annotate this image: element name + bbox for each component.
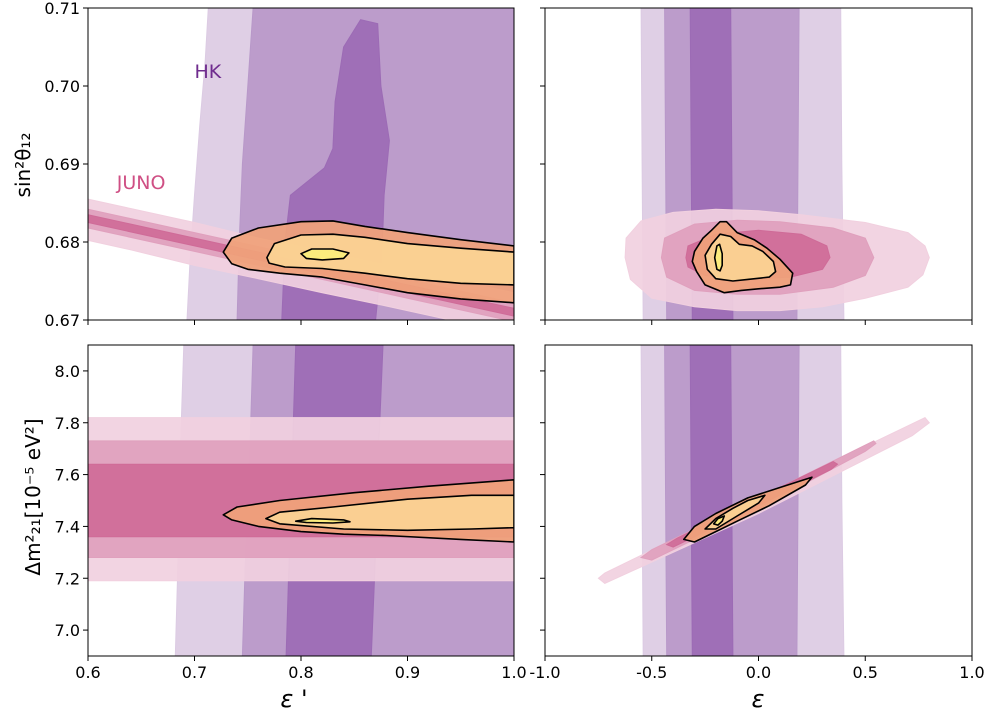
bottom-left-y-tick-label: 7.6 [55,466,80,485]
y-axis-label-sin2theta: sin²θ₁₂ [11,133,35,198]
bottom-right-plot-area [597,345,931,656]
bottom-right-combined-68-region [712,515,726,526]
bottom-left-x-tick-label: 0.6 [75,663,100,682]
top-left-plot-area [88,8,514,320]
panel-top-right [540,7,973,325]
top-left-annotation-juno: JUNO [116,172,166,194]
top-left-y-tick-label: 0.70 [44,77,80,96]
top-left-y-tick-label: 0.67 [44,311,80,330]
bottom-right-x-tick-label: 0.5 [853,663,878,682]
panel-top-left: 0.67 0.68 0.69 0.70 0.71 HK JUNO [44,0,515,330]
x-axis-label-epsilon-prime: ε ' [280,685,307,713]
bottom-left-y-tick-label: 7.4 [55,517,80,536]
top-left-y-tick-label: 0.71 [44,0,80,18]
bottom-left-combined-68-region [294,517,351,524]
bottom-left-x-tick-label: 0.9 [395,663,420,682]
top-left-combined-68-region [300,248,350,261]
bottom-left-y-tick-label: 8.0 [55,362,80,381]
bottom-right-x-tick-label: -1.0 [529,663,560,682]
top-right-plot-area [624,8,930,320]
bottom-right-x-tick-label: 1.0 [959,663,984,682]
bottom-right-x-tick-label: 0.0 [746,663,771,682]
bottom-left-y-tick-label: 7.0 [55,621,80,640]
x-axis-label-epsilon: ε [752,685,765,713]
bottom-right-x-tick-label: -0.5 [636,663,667,682]
y-axis-label-dm21: Δm²₂₁[10⁻⁵ eV²] [21,418,45,575]
top-left-combined-95-region [266,233,514,286]
bottom-left-y-tick-label: 7.2 [55,569,80,588]
top-right-combined-68-region [713,243,723,272]
bottom-right-hk-68-region [689,345,734,656]
top-left-y-tick-label: 0.69 [44,155,80,174]
bottom-left-y-tick-label: 7.8 [55,414,80,433]
bottom-left-plot-area [88,345,514,656]
panel-bottom-left: 0.6 0.7 0.8 0.9 1.0 7.0 7.2 7.4 7.6 7.8 8.0 [55,344,527,682]
bottom-left-x-tick-label: 0.8 [288,663,313,682]
bottom-left-y-axis-label: Δm²₂₁[10⁻⁵ eV²] [21,418,45,575]
top-left-annotation-hk: HK [195,61,222,83]
top-right-combined-95-region [704,233,777,282]
panel-bottom-right: -1.0 -0.5 0.0 0.5 1.0 [529,344,985,682]
bottom-left-x-tick-label: 0.7 [182,663,207,682]
top-left-y-axis-label: sin²θ₁₂ [11,133,35,198]
top-left-y-tick-label: 0.68 [44,233,80,252]
bottom-left-x-tick-label: 1.0 [501,663,526,682]
